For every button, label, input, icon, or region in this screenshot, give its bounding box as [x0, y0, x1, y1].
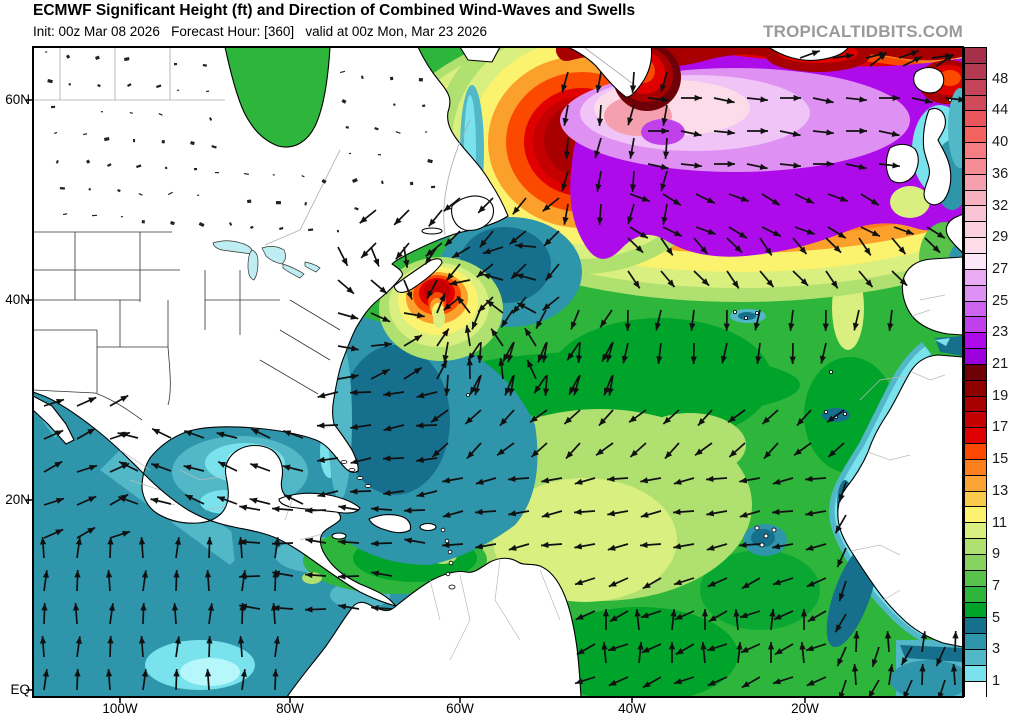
colorbar-cell — [965, 253, 986, 270]
baja-peninsula — [33, 395, 75, 445]
colorbar-cell — [965, 428, 986, 445]
colorbar — [964, 47, 987, 698]
lon-label: 40W — [618, 701, 646, 716]
lat-label: 60N — [5, 92, 30, 107]
colorbar-cell — [965, 602, 986, 619]
colorbar-label: 9 — [992, 546, 1001, 563]
ireland — [885, 143, 919, 184]
iceland — [913, 66, 945, 94]
colorbar-label: 36 — [992, 165, 1009, 182]
lon-label: 100W — [102, 701, 138, 716]
colorbar-label: 3 — [992, 641, 1001, 658]
colorbar-cell — [965, 618, 986, 635]
great-britain — [922, 107, 952, 206]
colorbar-cell — [965, 190, 986, 207]
lat-label: 20N — [5, 492, 30, 507]
colorbar-label: 11 — [992, 514, 1008, 531]
lon-label: 20W — [791, 701, 819, 716]
colorbar-cell — [965, 174, 986, 191]
colorbar-label: 23 — [992, 324, 1009, 341]
colorbar-cell — [965, 285, 986, 302]
colorbar-cell — [965, 444, 986, 460]
colorbar-cell — [965, 269, 986, 286]
colorbar-cell — [965, 143, 986, 159]
colorbar-cell — [965, 111, 986, 128]
colorbar-cell — [965, 523, 986, 540]
map-frame — [32, 46, 964, 698]
bahamas — [340, 460, 372, 488]
colorbar-cell — [965, 634, 986, 651]
africa — [837, 354, 963, 648]
colorbar-label: 32 — [992, 197, 1009, 214]
colorbar-cell — [965, 570, 986, 587]
canada-lake-specks — [44, 51, 436, 233]
north-atlantic-storm — [385, 47, 963, 302]
colorbar-cell — [965, 507, 986, 524]
colorbar-cell — [965, 63, 986, 80]
axis-ticks — [26, 99, 806, 703]
colorbar-cell — [965, 475, 986, 492]
colorbar-cell — [965, 396, 986, 413]
colorbar-label: 44 — [992, 102, 1009, 119]
colorbar-cell — [965, 349, 986, 365]
colorbar-cell — [965, 364, 986, 381]
colorbar-cell — [965, 301, 986, 318]
colorbar-label: 17 — [992, 419, 1009, 436]
page-title: ECMWF Significant Height (ft) and Direct… — [33, 2, 636, 19]
colorbar-label: 15 — [992, 451, 1009, 468]
greenland — [566, 47, 653, 98]
colorbar-cell — [965, 380, 986, 397]
colorbar-label: 48 — [992, 70, 1009, 87]
colorbar-cell — [965, 665, 986, 682]
colorbar-cell — [965, 158, 986, 175]
colorbar-cell — [965, 317, 986, 334]
colorbar-label: 13 — [992, 482, 1009, 499]
arctic-island — [459, 47, 501, 63]
colorbar-label: 1 — [992, 673, 1001, 690]
colorbar-label: 40 — [992, 134, 1009, 151]
colorbar-label: 25 — [992, 292, 1009, 309]
hispaniola — [368, 514, 412, 534]
colorbar-cell — [965, 586, 986, 603]
colorbar-label: 29 — [992, 229, 1009, 246]
colorbar-cell — [965, 681, 986, 698]
init-forecast-subtitle: Init: 00z Mar 08 2026 Forecast Hour: [36… — [33, 24, 487, 39]
france — [945, 213, 963, 254]
colorbar-label: 27 — [992, 260, 1009, 277]
colorbar-cell — [965, 650, 986, 666]
lat-label: 40N — [5, 292, 30, 307]
colorbar-label: 21 — [992, 356, 1009, 373]
colorbar-cell — [965, 79, 986, 96]
newfoundland — [451, 195, 495, 231]
jamaica — [331, 532, 347, 540]
colorbar-label: 7 — [992, 578, 1001, 595]
lon-label: 80W — [276, 701, 304, 716]
colorbar-label: 5 — [992, 609, 1001, 626]
colorbar-cell — [965, 412, 986, 429]
tropicaltidbits-watermark: TROPICALTIDBITS.COM — [763, 22, 963, 41]
colorbar-cell — [965, 127, 986, 144]
colorbar-cell — [965, 539, 986, 555]
wave-direction-arrows — [39, 50, 963, 697]
cuba — [278, 492, 361, 514]
lon-label: 60W — [446, 701, 474, 716]
colorbar-cell — [965, 491, 986, 508]
colorbar-cell — [965, 222, 986, 239]
lat-label: EQ — [10, 682, 30, 697]
great-lakes — [212, 240, 321, 281]
colorbar-cell — [965, 238, 986, 254]
puerto-rico — [419, 522, 437, 532]
colorbar-cell — [965, 333, 986, 350]
lesser-antilles — [440, 527, 456, 590]
colorbar-label: 19 — [992, 387, 1009, 404]
colorbar-cell — [965, 555, 986, 571]
colorbar-cell — [965, 459, 986, 476]
colorbar-cell — [965, 48, 986, 64]
anticosti-island — [421, 227, 443, 235]
colorbar-cell — [965, 206, 986, 223]
iberia — [901, 256, 963, 336]
colorbar-cell — [965, 95, 986, 112]
